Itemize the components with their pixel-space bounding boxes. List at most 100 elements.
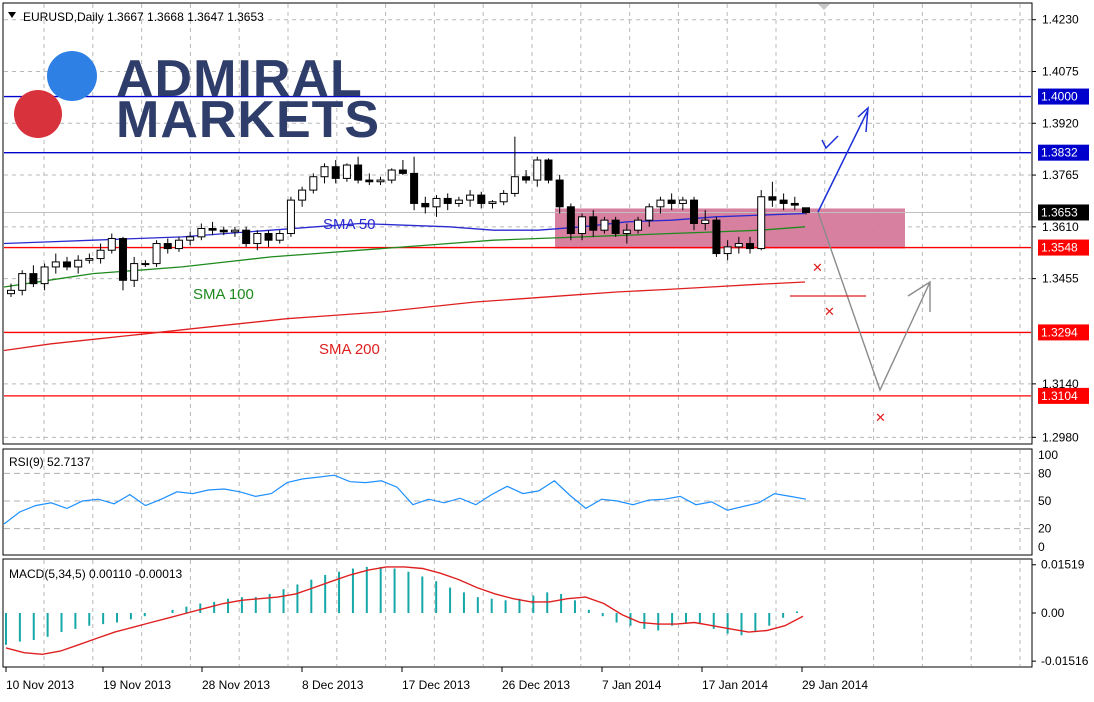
date-tick-label: 17 Dec 2013 — [402, 678, 470, 692]
candle — [376, 176, 385, 186]
candle — [566, 203, 575, 241]
rsi-tick-label: 100 — [1038, 448, 1058, 462]
candle — [51, 253, 60, 274]
candle-body — [645, 206, 654, 221]
candle — [611, 216, 620, 237]
candle — [768, 181, 777, 207]
macd-tick-label: 0.00 — [1041, 606, 1065, 620]
candle — [421, 196, 430, 214]
candle — [510, 136, 519, 197]
cross-marker-icon: ✕ — [812, 260, 823, 275]
candle — [107, 233, 116, 254]
sma-label: SMA 200 — [319, 341, 380, 358]
sma-200-line — [3, 281, 806, 352]
date-tick-label: 8 Dec 2013 — [302, 678, 364, 692]
candle-body — [387, 169, 396, 181]
candle-body — [555, 179, 564, 208]
candle-body — [197, 228, 206, 238]
candle — [466, 190, 475, 207]
candle — [790, 196, 799, 211]
price-tick-label: 1.2980 — [1042, 430, 1079, 444]
candle — [757, 190, 766, 251]
date-tick-label: 29 Jan 2014 — [802, 678, 868, 692]
candle-body — [219, 229, 228, 233]
candle-body — [163, 243, 172, 250]
candle-body — [29, 273, 38, 285]
logo-blue-circle — [47, 51, 97, 101]
candle-body — [18, 273, 27, 291]
level-price-tag — [1038, 324, 1089, 341]
candle — [163, 238, 172, 254]
candle — [152, 240, 161, 267]
candle-body — [790, 202, 799, 206]
level-price-label: 1.3548 — [1041, 241, 1078, 255]
candle-body — [107, 238, 116, 251]
candle-body — [230, 229, 239, 233]
candle — [802, 207, 810, 215]
candle — [197, 223, 206, 241]
logo-line-2: MARKETS — [116, 91, 380, 149]
macd-tick-label: 0.01519 — [1041, 558, 1085, 572]
candle-body — [410, 172, 419, 204]
candle — [622, 223, 631, 244]
candle-body — [421, 202, 430, 208]
cross-marker-icon: ✕ — [824, 304, 835, 319]
candle — [118, 236, 127, 291]
candle-body — [7, 289, 15, 295]
date-tick-label: 19 Nov 2013 — [103, 678, 171, 692]
candle — [309, 173, 318, 194]
candle — [342, 163, 351, 182]
candle-body — [634, 219, 643, 231]
candle-body — [152, 243, 161, 265]
candle-body — [600, 219, 609, 231]
candle — [264, 230, 273, 247]
candle — [242, 226, 251, 247]
candle-body — [477, 194, 486, 204]
candle-body — [510, 176, 519, 194]
level-price-label: 1.4000 — [1041, 90, 1078, 104]
price-tick-label: 1.4075 — [1042, 64, 1079, 78]
candle — [454, 196, 463, 207]
sma-50-line — [3, 212, 806, 245]
candle-body — [522, 176, 531, 181]
candle — [701, 210, 710, 231]
candle-body — [566, 206, 575, 235]
candle-body — [62, 261, 71, 268]
candle-body — [376, 179, 385, 183]
candle — [600, 216, 609, 234]
candle-body — [757, 196, 766, 250]
candle — [499, 190, 508, 206]
candle — [690, 196, 699, 231]
candle — [174, 236, 183, 252]
candle — [298, 186, 307, 207]
candle — [186, 231, 195, 246]
candle — [734, 236, 743, 254]
rsi-label: RSI(9) 52.7137 — [9, 455, 91, 469]
candle — [488, 200, 497, 209]
candle — [96, 243, 105, 264]
candle — [578, 213, 587, 241]
candle-body — [264, 233, 273, 241]
price-tick-label: 1.3140 — [1042, 377, 1079, 391]
candle-body — [130, 263, 139, 281]
candle-body — [533, 159, 542, 181]
date-tick-label: 7 Jan 2014 — [602, 678, 662, 692]
candle — [746, 236, 755, 254]
rsi-tick-label: 0 — [1038, 540, 1045, 554]
candle-body — [443, 197, 452, 204]
candle-body — [656, 199, 665, 208]
macd-panel — [2, 558, 1033, 668]
candle-body — [74, 259, 83, 268]
candle — [365, 173, 374, 186]
candle — [85, 253, 94, 264]
candle-body — [51, 261, 60, 268]
candle — [410, 156, 419, 211]
candle-body — [208, 228, 217, 231]
candle-body — [746, 243, 755, 250]
menu-triangle-icon[interactable] — [8, 12, 16, 18]
candle — [130, 256, 139, 287]
candle — [208, 221, 217, 236]
candle — [678, 196, 687, 211]
candle-body — [365, 179, 374, 183]
